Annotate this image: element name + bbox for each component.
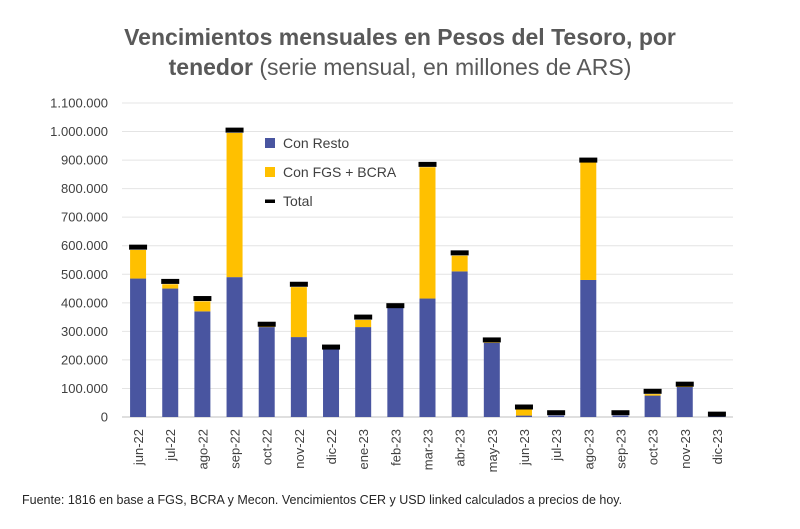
x-tick-label: jun-22 <box>131 429 146 466</box>
x-tick-label: jun-23 <box>517 429 532 466</box>
bar-con-fgs-bcra <box>226 132 243 278</box>
bar-con-resto <box>162 288 179 417</box>
bar-con-resto <box>355 327 372 417</box>
bar-con-resto <box>580 279 597 417</box>
y-tick-label: 700.000 <box>61 210 108 225</box>
legend-con-resto-label: Con Resto <box>283 135 349 151</box>
legend-con-fgs-bcra-label: Con FGS + BCRA <box>283 164 397 180</box>
stacked-bar-chart: 0 100.000 200.000 300.000 400.000 500.000 600.… <box>50 96 733 472</box>
chart-title: Vencimientos mensuales en Pesos del Teso… <box>0 22 800 82</box>
total-marker <box>386 303 405 309</box>
chart-title-line1: Vencimientos mensuales en Pesos del Teso… <box>124 24 676 50</box>
total-marker <box>193 296 212 302</box>
bar-con-fgs-bcra <box>580 161 597 280</box>
x-tick-label: jul-22 <box>163 429 178 462</box>
total-marker <box>225 127 244 133</box>
total-marker <box>675 381 694 387</box>
y-tick-label: 1.100.000 <box>50 96 108 111</box>
bar-con-resto <box>226 277 243 417</box>
bar-con-resto <box>290 337 307 417</box>
total-marker <box>514 404 533 410</box>
x-tick-label: may-23 <box>485 429 500 472</box>
bar-con-fgs-bcra <box>130 250 147 279</box>
bar-con-resto <box>548 415 565 417</box>
total-marker <box>257 321 276 327</box>
x-tick-label: jul-23 <box>549 429 564 462</box>
legend-total-swatch <box>265 199 275 203</box>
bar-con-resto <box>676 387 693 417</box>
total-marker <box>322 344 341 350</box>
x-tick-label: sep-23 <box>613 429 628 469</box>
bar-con-fgs-bcra <box>644 394 661 396</box>
chart-subtitle: (serie mensual, en millones de ARS) <box>259 54 632 80</box>
bar-con-resto <box>194 311 211 417</box>
bar-con-resto <box>612 415 629 417</box>
y-tick-label: 300.000 <box>61 324 108 339</box>
x-tick-label: ago-23 <box>581 429 596 469</box>
y-tick-label: 400.000 <box>61 295 108 310</box>
x-tick-label: dic-23 <box>710 429 725 464</box>
total-marker <box>418 161 437 167</box>
bar-con-resto <box>258 327 275 417</box>
x-tick-label: sep-22 <box>228 429 243 469</box>
bar-con-fgs-bcra <box>451 255 468 272</box>
y-tick-label: 900.000 <box>61 153 108 168</box>
bar-con-resto <box>419 298 436 417</box>
total-marker <box>161 278 180 284</box>
x-tick-label: abr-23 <box>453 429 468 467</box>
bar-con-resto <box>387 307 404 417</box>
bar-con-fgs-bcra <box>419 167 436 299</box>
total-marker <box>611 410 630 416</box>
x-tick-label: mar-23 <box>421 429 436 470</box>
bar-con-resto <box>323 348 340 417</box>
bar-con-fgs-bcra <box>194 301 211 312</box>
y-tick-label: 800.000 <box>61 181 108 196</box>
x-tick-label: dic-22 <box>324 429 339 464</box>
y-tick-label: 500.000 <box>61 267 108 282</box>
bar-con-resto <box>451 271 468 417</box>
total-marker <box>579 157 598 163</box>
x-tick-label: nov-23 <box>678 429 693 469</box>
legend-con-fgs-bcra-swatch <box>265 167 275 177</box>
x-tick-label: oct-22 <box>260 429 275 465</box>
bar-con-resto <box>483 342 500 417</box>
bar-con-fgs-bcra <box>290 287 307 338</box>
y-tick-label: 1.000.000 <box>50 124 108 139</box>
legend-total-label: Total <box>283 193 313 209</box>
total-marker <box>482 337 501 343</box>
x-tick-label: oct-23 <box>646 429 661 465</box>
total-marker <box>707 411 726 417</box>
bar-con-resto <box>644 395 661 417</box>
bar-con-fgs-bcra <box>355 319 372 328</box>
bar-con-resto <box>130 278 147 417</box>
total-marker <box>643 388 662 394</box>
total-marker <box>547 410 566 416</box>
total-marker <box>129 244 148 250</box>
x-tick-label: ago-22 <box>195 429 210 469</box>
bar-con-fgs-bcra <box>162 284 179 289</box>
bar-con-fgs-bcra <box>515 408 532 416</box>
bar-con-resto <box>515 415 532 417</box>
legend-con-resto-swatch <box>265 138 275 148</box>
chart-title-bold-2: tenedor <box>168 54 253 80</box>
total-marker <box>450 250 469 256</box>
y-tick-label: 600.000 <box>61 238 108 253</box>
y-tick-label: 100.000 <box>61 381 108 396</box>
total-marker <box>289 281 308 287</box>
source-footnote: Fuente: 1816 en base a FGS, BCRA y Mecon… <box>22 493 623 507</box>
total-marker <box>354 314 373 320</box>
x-tick-label: ene-23 <box>356 429 371 469</box>
x-tick-label: feb-23 <box>388 429 403 466</box>
y-tick-label: 0 <box>101 410 108 425</box>
x-tick-label: nov-22 <box>292 429 307 469</box>
y-tick-label: 200.000 <box>61 352 108 367</box>
